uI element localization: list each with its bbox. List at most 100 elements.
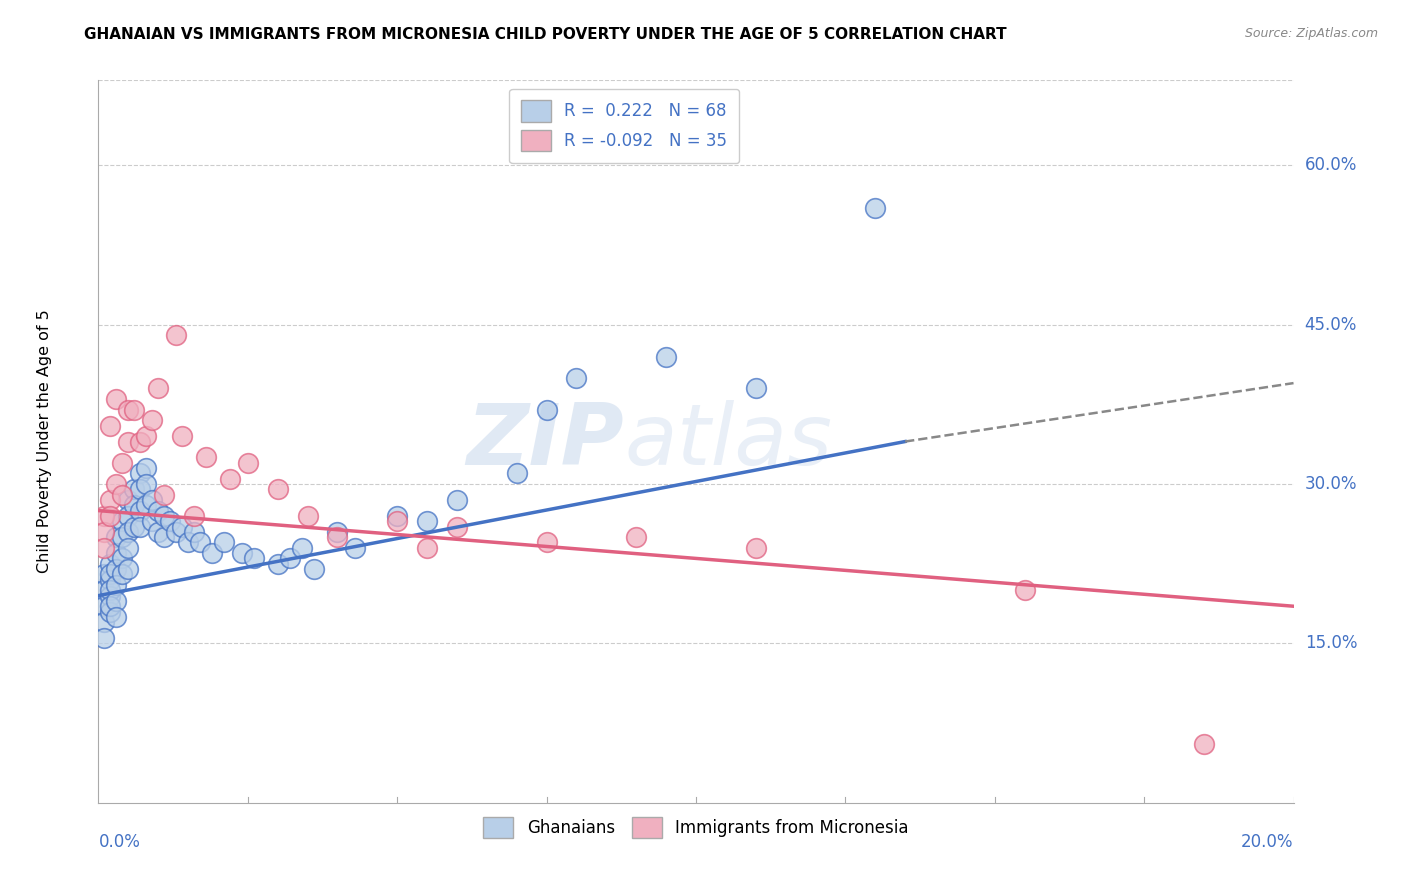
Text: 20.0%: 20.0% <box>1241 833 1294 851</box>
Point <box>117 541 139 555</box>
Point <box>626 530 648 544</box>
Point <box>506 467 529 481</box>
Point <box>446 493 468 508</box>
Point <box>98 557 122 571</box>
Point <box>105 578 128 592</box>
Point <box>326 524 349 539</box>
Point <box>117 434 139 449</box>
Text: Source: ZipAtlas.com: Source: ZipAtlas.com <box>1244 27 1378 40</box>
Point <box>1192 737 1215 751</box>
Point <box>302 562 325 576</box>
Legend: Ghanaians, Immigrants from Micronesia: Ghanaians, Immigrants from Micronesia <box>477 810 915 845</box>
Point <box>172 429 194 443</box>
Point <box>212 535 235 549</box>
Text: 45.0%: 45.0% <box>1305 316 1357 334</box>
Point <box>129 483 152 497</box>
Point <box>195 450 218 465</box>
Point <box>177 535 200 549</box>
Point <box>111 567 134 582</box>
Text: 60.0%: 60.0% <box>1305 156 1357 174</box>
Point <box>98 589 122 603</box>
Point <box>135 477 157 491</box>
Text: GHANAIAN VS IMMIGRANTS FROM MICRONESIA CHILD POVERTY UNDER THE AGE OF 5 CORRELAT: GHANAIAN VS IMMIGRANTS FROM MICRONESIA C… <box>84 27 1007 42</box>
Point <box>165 524 187 539</box>
Point <box>326 530 349 544</box>
Point <box>1014 583 1036 598</box>
Point <box>416 541 439 555</box>
Point <box>129 434 152 449</box>
Point <box>188 535 211 549</box>
Point <box>385 514 409 528</box>
Point <box>153 488 176 502</box>
Point <box>105 477 128 491</box>
Point <box>416 514 439 528</box>
Point <box>98 605 122 619</box>
Point <box>111 551 134 566</box>
Point <box>98 599 122 614</box>
Text: ZIP: ZIP <box>467 400 624 483</box>
Point <box>124 402 146 417</box>
Point <box>385 508 409 523</box>
Point <box>98 583 122 598</box>
Point <box>201 546 224 560</box>
Point <box>536 535 558 549</box>
Point <box>124 483 146 497</box>
Point <box>124 498 146 512</box>
Point <box>117 508 139 523</box>
Text: Child Poverty Under the Age of 5: Child Poverty Under the Age of 5 <box>37 310 52 574</box>
Point <box>98 418 122 433</box>
Point <box>105 546 128 560</box>
Text: 15.0%: 15.0% <box>1305 634 1357 652</box>
Point <box>117 524 139 539</box>
Point <box>865 201 887 215</box>
Point <box>231 546 253 560</box>
Point <box>135 429 157 443</box>
Point <box>148 381 170 395</box>
Point <box>93 599 115 614</box>
Text: atlas: atlas <box>624 400 832 483</box>
Point <box>236 456 259 470</box>
Point <box>153 508 176 523</box>
Point <box>105 530 128 544</box>
Point <box>159 514 181 528</box>
Point <box>111 530 134 544</box>
Point <box>111 514 134 528</box>
Point <box>111 456 134 470</box>
Point <box>183 524 205 539</box>
Point <box>344 541 367 555</box>
Point <box>243 551 266 566</box>
Point <box>98 493 122 508</box>
Text: 30.0%: 30.0% <box>1305 475 1357 493</box>
Point <box>129 467 152 481</box>
Point <box>219 472 242 486</box>
Point <box>93 524 115 539</box>
Text: 0.0%: 0.0% <box>98 833 141 851</box>
Point <box>153 530 176 544</box>
Point <box>111 488 134 502</box>
Point <box>291 541 314 555</box>
Point <box>129 519 152 533</box>
Point <box>105 562 128 576</box>
Point <box>148 524 170 539</box>
Point <box>148 503 170 517</box>
Point <box>135 461 157 475</box>
Point <box>117 562 139 576</box>
Point <box>93 541 115 555</box>
Point <box>183 508 205 523</box>
Point <box>98 508 122 523</box>
Point <box>165 328 187 343</box>
Point <box>135 498 157 512</box>
Point <box>278 551 301 566</box>
Point <box>267 483 290 497</box>
Point <box>98 567 122 582</box>
Point <box>105 594 128 608</box>
Point <box>745 381 768 395</box>
Point <box>105 392 128 406</box>
Point <box>105 610 128 624</box>
Point <box>93 567 115 582</box>
Point <box>141 413 163 427</box>
Point <box>655 350 678 364</box>
Point <box>745 541 768 555</box>
Point <box>172 519 194 533</box>
Point <box>93 631 115 645</box>
